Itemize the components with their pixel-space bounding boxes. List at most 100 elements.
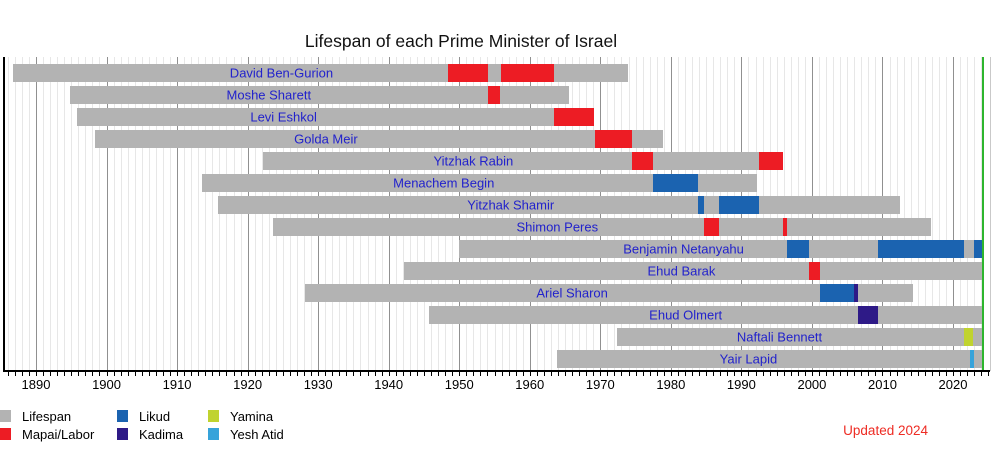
x-axis-tick	[431, 372, 433, 376]
x-axis-tick	[804, 372, 806, 376]
x-axis-tick	[818, 372, 820, 376]
legend-label-yeshatid: Yesh Atid	[230, 426, 284, 442]
gridline-minor	[99, 57, 101, 371]
x-axis-tick	[346, 372, 348, 376]
x-axis-tick	[78, 372, 80, 376]
x-axis-year-label: 1900	[92, 377, 121, 392]
term-segment-likud	[820, 283, 854, 303]
gridline-minor	[155, 57, 157, 371]
x-axis-tick	[57, 372, 59, 376]
x-axis-tick	[198, 372, 200, 376]
x-axis-tick	[374, 372, 376, 376]
legend-label-kadima: Kadima	[139, 426, 184, 442]
x-axis-tick	[289, 372, 291, 376]
legend-label-yamina: Yamina	[230, 409, 274, 424]
x-axis-tick	[148, 372, 150, 376]
x-axis-tick	[92, 372, 94, 376]
x-axis-tick	[212, 372, 214, 376]
gridline-minor	[148, 57, 150, 371]
lifespan-bar	[273, 217, 931, 237]
term-segment-likud	[697, 195, 705, 215]
x-axis-tick	[466, 372, 468, 376]
updated-note: Updated 2024	[843, 423, 928, 438]
x-axis-tick	[607, 372, 609, 376]
x-axis-tick	[445, 372, 447, 376]
x-axis-tick	[579, 372, 581, 376]
x-axis-tick	[162, 372, 164, 376]
x-axis-tick	[854, 372, 856, 376]
x-axis-tick	[762, 372, 764, 376]
gridline-minor	[113, 57, 115, 371]
x-axis-tick	[826, 372, 828, 376]
term-segment-likud	[974, 239, 983, 259]
pm-name-label: Moshe Sharett	[226, 87, 312, 103]
x-axis-tick	[106, 372, 108, 376]
x-axis-tick	[395, 372, 397, 376]
x-axis-tick	[565, 372, 567, 376]
lifespan-bar	[76, 107, 595, 127]
x-axis-tick	[7, 372, 9, 376]
x-axis-tick	[536, 372, 538, 376]
x-axis-tick	[177, 372, 179, 376]
x-axis-tick	[402, 372, 404, 376]
x-axis-tick	[501, 372, 503, 376]
x-axis-tick	[99, 372, 101, 376]
gridline-minor	[903, 57, 905, 371]
legend-label-likud: Likud	[139, 409, 171, 424]
x-axis-tick	[473, 372, 475, 376]
term-segment-mapai	[808, 261, 821, 281]
x-axis-tick	[882, 372, 884, 376]
x-axis-tick	[296, 372, 298, 376]
pm-name-label: Yitzhak Shamir	[467, 197, 555, 213]
x-axis-year-label: 1980	[656, 377, 686, 392]
x-axis-tick	[903, 372, 905, 376]
x-axis-tick	[706, 372, 708, 376]
x-axis-tick	[113, 372, 115, 376]
x-axis-tick	[141, 372, 143, 376]
x-axis-tick	[917, 372, 919, 376]
x-axis-tick	[155, 372, 157, 376]
x-axis-tick	[811, 372, 813, 376]
x-axis-tick	[360, 372, 362, 376]
x-axis-tick	[487, 372, 489, 376]
x-axis-tick	[529, 372, 531, 376]
x-axis-tick	[557, 372, 559, 376]
x-axis-tick	[522, 372, 524, 376]
x-axis-year-label: 1890	[21, 377, 51, 392]
term-segment-mapai	[447, 63, 488, 83]
term-segment-mapai	[782, 217, 788, 237]
gridline-minor	[92, 57, 94, 371]
legend-swatch-yamina	[208, 410, 219, 422]
pm-name-label: Ariel Sharon	[536, 285, 608, 301]
gridline-minor	[78, 57, 80, 371]
legend-swatch-mapai	[0, 427, 11, 440]
x-axis-tick	[515, 372, 517, 376]
x-axis-year-label: 1960	[515, 377, 545, 392]
x-axis-year-label: 1940	[374, 377, 404, 392]
x-axis-tick	[240, 372, 242, 376]
gridline-minor	[162, 57, 164, 371]
gridline-minor	[981, 57, 983, 371]
pm-name-label: Shimon Peres	[516, 219, 599, 235]
x-axis-tick	[790, 372, 792, 376]
x-axis-tick	[494, 372, 496, 376]
x-axis-tick	[755, 372, 757, 376]
x-axis-tick	[727, 372, 729, 376]
x-axis-tick	[684, 372, 686, 376]
gridline-minor	[21, 57, 23, 371]
term-segment-likud	[787, 239, 809, 259]
term-segment-likud	[718, 195, 760, 215]
chart-title: Lifespan of each Prime Minister of Israe…	[304, 31, 618, 51]
x-axis-tick	[974, 372, 976, 376]
lifespan-bar	[262, 151, 783, 171]
gridline-minor	[212, 57, 214, 371]
gridline-minor	[205, 57, 207, 371]
plot-right-border	[990, 57, 991, 371]
legend-swatch-yeshatid	[208, 427, 219, 440]
x-axis-tick	[459, 372, 461, 376]
lifespan-bar	[429, 305, 983, 325]
gridline-minor	[938, 57, 940, 371]
x-axis-year-label: 2020	[938, 377, 968, 392]
gridline-minor	[85, 57, 87, 371]
